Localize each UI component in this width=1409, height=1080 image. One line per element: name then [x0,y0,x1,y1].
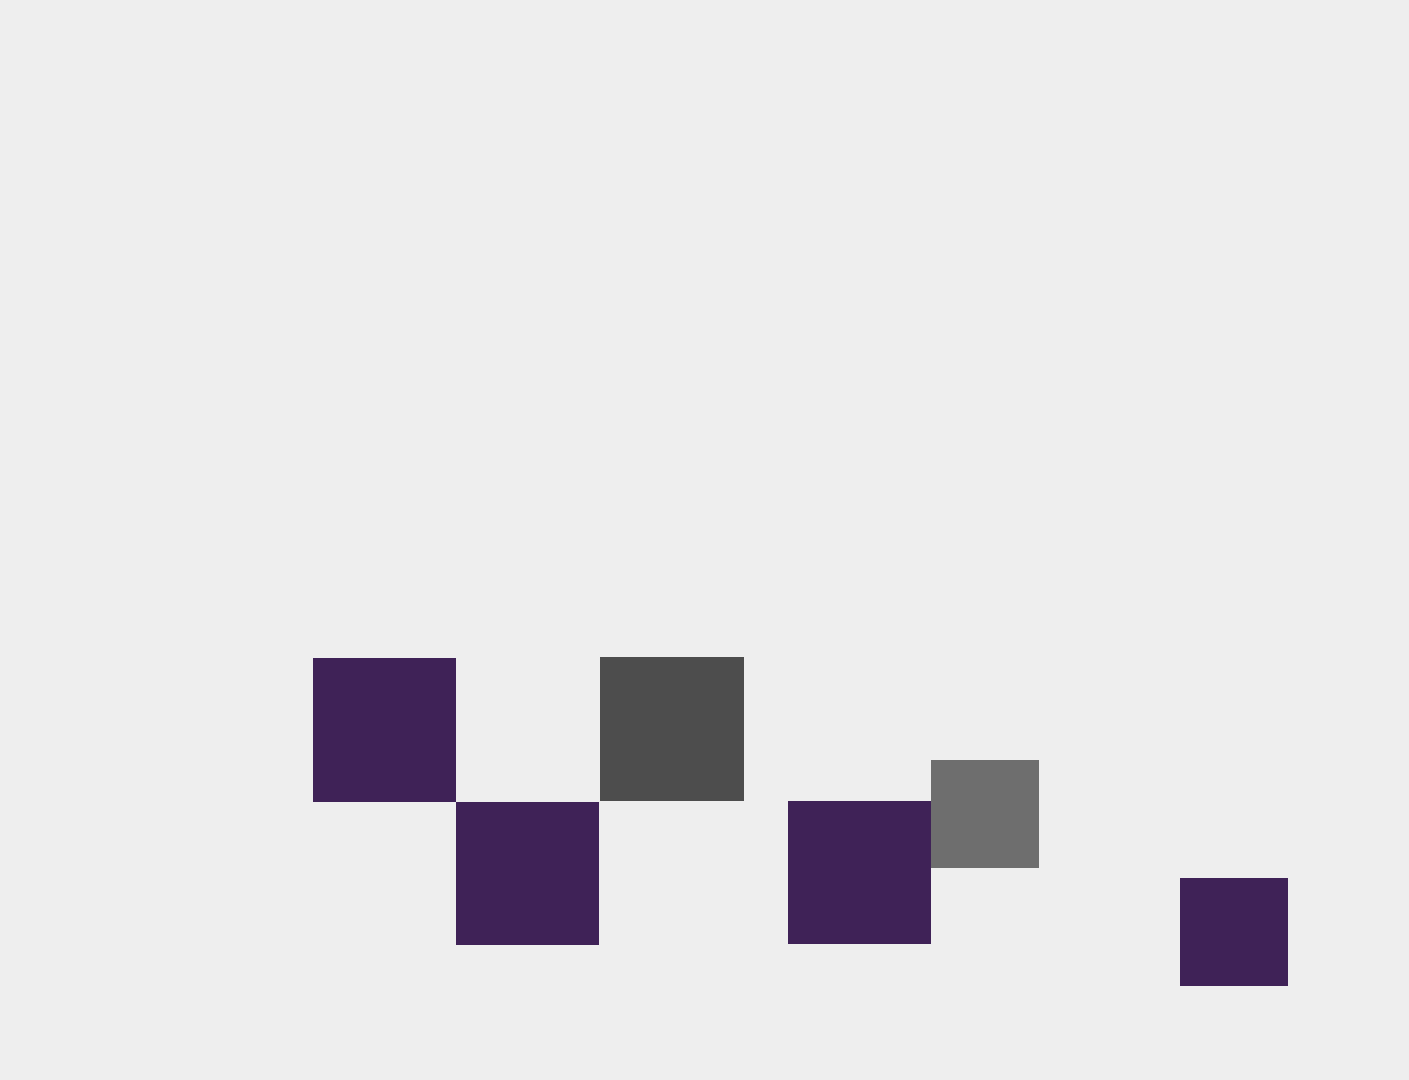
block-purple-3[interactable] [788,801,931,944]
block-gray[interactable] [931,760,1039,868]
block-dark-gray[interactable] [600,657,744,801]
block-purple-4[interactable] [1180,878,1288,986]
block-purple-1[interactable] [313,658,456,802]
block-purple-2[interactable] [456,802,599,945]
